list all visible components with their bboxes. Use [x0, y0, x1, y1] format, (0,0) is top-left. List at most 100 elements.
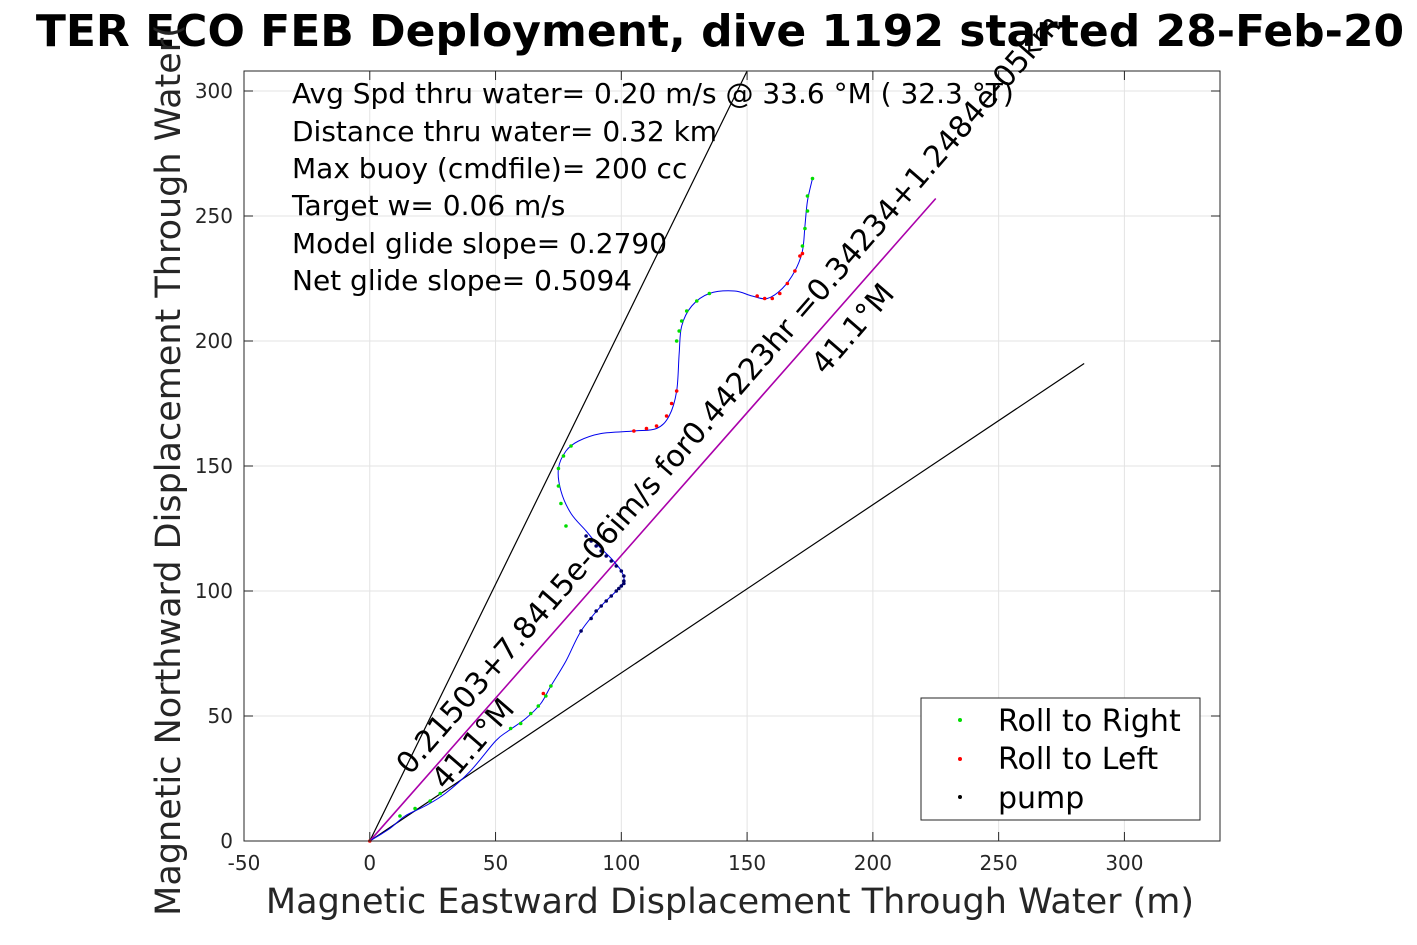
- pump-point: [614, 564, 619, 568]
- wedge-line: [369, 363, 1085, 842]
- pump-point: [589, 539, 593, 543]
- roll-right-point: [438, 791, 443, 796]
- track-markers: [367, 176, 815, 843]
- roll-left-point: [669, 401, 674, 406]
- pump-point: [619, 569, 624, 573]
- glider-track: [369, 178, 813, 842]
- fit-line: [369, 197, 937, 842]
- pump-point: [589, 616, 593, 621]
- roll-right-point: [518, 721, 523, 726]
- roll-left-point: [664, 414, 669, 418]
- roll-left-point: [755, 294, 759, 298]
- info-box: Avg Spd thru water= 0.20 m/s @ 33.6 °M (…: [291, 77, 1014, 297]
- roll-left-point: [785, 281, 790, 286]
- roll-left-point: [674, 389, 679, 393]
- roll-right-point: [674, 339, 679, 343]
- x-tick-label: 0: [363, 851, 376, 875]
- legend-label-pump: pump: [998, 781, 1084, 816]
- roll-right-point: [561, 454, 566, 458]
- roll-right-point: [556, 466, 561, 471]
- roll-right-point: [508, 726, 513, 731]
- roll-right-point: [564, 524, 568, 528]
- track-line: [369, 178, 813, 842]
- info-line: Net glide slope= 0.5094: [292, 264, 632, 297]
- chart-title: TER ECO FEB Deployment, dive 1192 starte…: [36, 6, 1404, 57]
- x-tick-label: 100: [602, 851, 640, 875]
- pump-point: [594, 609, 598, 613]
- y-tick-label: 150: [195, 454, 233, 478]
- legend-marker-roll-left: [958, 757, 962, 761]
- legend-label-roll-right: Roll to Right: [998, 704, 1181, 739]
- roll-left-point: [793, 269, 797, 273]
- roll-left-point: [762, 296, 767, 301]
- x-tick-label: 250: [980, 851, 1018, 875]
- pump-point: [599, 549, 603, 553]
- roll-left-point: [800, 251, 805, 256]
- y-tick-label: 100: [195, 579, 233, 603]
- pump-point: [579, 629, 583, 633]
- pump-point: [584, 534, 588, 538]
- pump-point: [614, 589, 619, 593]
- legend: Roll to Right Roll to Left pump: [920, 697, 1201, 821]
- x-tick-label: -50: [228, 851, 261, 875]
- roll-right-point: [556, 484, 561, 488]
- info-line: Distance thru water= 0.32 km: [292, 115, 717, 148]
- info-line: Target w= 0.06 m/s: [291, 189, 565, 222]
- roll-left-point: [541, 691, 546, 696]
- roll-left-point: [654, 424, 659, 428]
- roll-left-point: [777, 291, 782, 296]
- legend-box: [920, 697, 1201, 821]
- roll-right-point: [549, 684, 553, 688]
- wedge-line: [369, 70, 748, 842]
- roll-right-point: [707, 291, 712, 296]
- pump-point: [609, 559, 614, 563]
- pump-point: [599, 604, 603, 608]
- roll-right-point: [805, 194, 810, 198]
- y-tick-label: 200: [195, 329, 233, 353]
- x-tick-label: 150: [728, 851, 766, 875]
- pump-point: [617, 586, 621, 591]
- roll-right-point: [428, 799, 432, 803]
- pump-point: [604, 599, 609, 603]
- pump-point: [622, 579, 626, 583]
- plot-frame: [243, 70, 1221, 842]
- y-tick-label: 300: [195, 79, 233, 103]
- roll-left-point: [632, 429, 636, 433]
- roll-right-point: [810, 176, 815, 181]
- roll-left-point: [770, 296, 775, 301]
- roll-right-point: [536, 704, 541, 708]
- y-tick-label: 0: [220, 829, 233, 853]
- roll-right-point: [569, 444, 573, 448]
- roll-right-point: [528, 711, 533, 716]
- roll-left-point: [644, 426, 649, 431]
- legend-marker-roll-right: [958, 718, 962, 722]
- roll-right-point: [805, 209, 810, 213]
- pump-point: [594, 544, 598, 548]
- x-tick-label: 50: [483, 851, 508, 875]
- info-line: Max buoy (cmdfile)= 200 cc: [292, 152, 687, 185]
- y-tick-label: 250: [195, 204, 233, 228]
- roll-right-point: [398, 814, 402, 818]
- y-tick-label: 50: [208, 704, 233, 728]
- roll-right-point: [800, 244, 805, 248]
- info-line: Avg Spd thru water= 0.20 m/s @ 33.6 °M (…: [292, 77, 1014, 110]
- pump-point: [622, 574, 626, 578]
- x-axis-label: Magnetic Eastward Displacement Through W…: [266, 882, 1194, 922]
- legend-marker-pump: [958, 795, 962, 799]
- roll-left-point: [798, 254, 802, 258]
- pump-point: [604, 554, 609, 558]
- pump-point: [609, 594, 614, 598]
- roll-right-point: [679, 319, 684, 323]
- legend-label-roll-left: Roll to Left: [998, 742, 1158, 777]
- y-axis-label: Magnetic Northward Displacement Through …: [149, 24, 189, 916]
- x-tick-label: 300: [1105, 851, 1143, 875]
- roll-right-point: [544, 694, 548, 698]
- roll-right-point: [413, 806, 417, 811]
- roll-right-point: [684, 309, 689, 313]
- x-tick-label: 200: [854, 851, 892, 875]
- info-line: Model glide slope= 0.2790: [292, 227, 667, 260]
- roll-right-point: [694, 299, 699, 303]
- roll-right-point: [677, 329, 681, 333]
